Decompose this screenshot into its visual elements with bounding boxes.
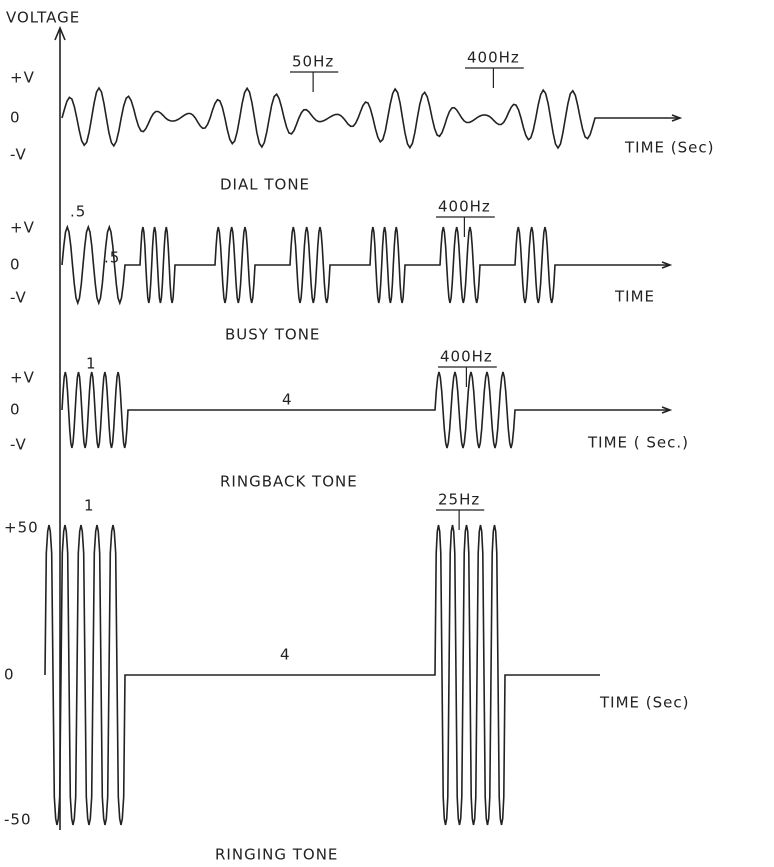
y-label: 0 [10, 401, 21, 419]
y-label: 0 [10, 256, 21, 274]
y-label: +V [10, 369, 35, 387]
time-label: TIME [614, 288, 655, 306]
y-label: -50 [4, 811, 32, 829]
annotation: 400Hz [440, 348, 493, 366]
annotation: 1 [86, 355, 97, 373]
y-label: -V [10, 436, 27, 454]
annotation: .5 [70, 203, 86, 221]
y-label: -V [10, 146, 27, 164]
y-label: +50 [4, 519, 39, 537]
y-label: -V [10, 289, 27, 307]
time-label: TIME ( Sec.) [587, 434, 689, 452]
annotation: 400Hz [438, 198, 491, 216]
tone-title: RINGBACK TONE [220, 473, 358, 491]
axis-label: VOLTAGE [6, 9, 80, 27]
time-label: TIME (Sec) [624, 139, 714, 157]
annotation: 4 [282, 391, 293, 409]
y-label: 0 [10, 109, 21, 127]
time-label: TIME (Sec) [599, 694, 689, 712]
annotation: 4 [280, 646, 291, 664]
annotation: .5 [104, 249, 120, 267]
annotation: 400Hz [467, 49, 520, 67]
tone-diagram: VOLTAGE +V 0 -V DIAL TONE TIME (Sec) 50Hz 400H… [0, 0, 774, 867]
y-label: +V [10, 219, 35, 237]
annotation: 25Hz [438, 491, 480, 509]
annotation: 1 [84, 497, 95, 515]
y-label: +V [10, 69, 35, 87]
tone-title: DIAL TONE [220, 176, 310, 194]
tone-title: RINGING TONE [215, 846, 338, 864]
tone-title: BUSY TONE [225, 326, 320, 344]
y-label: 0 [4, 666, 15, 684]
annotation: 50Hz [292, 53, 334, 71]
